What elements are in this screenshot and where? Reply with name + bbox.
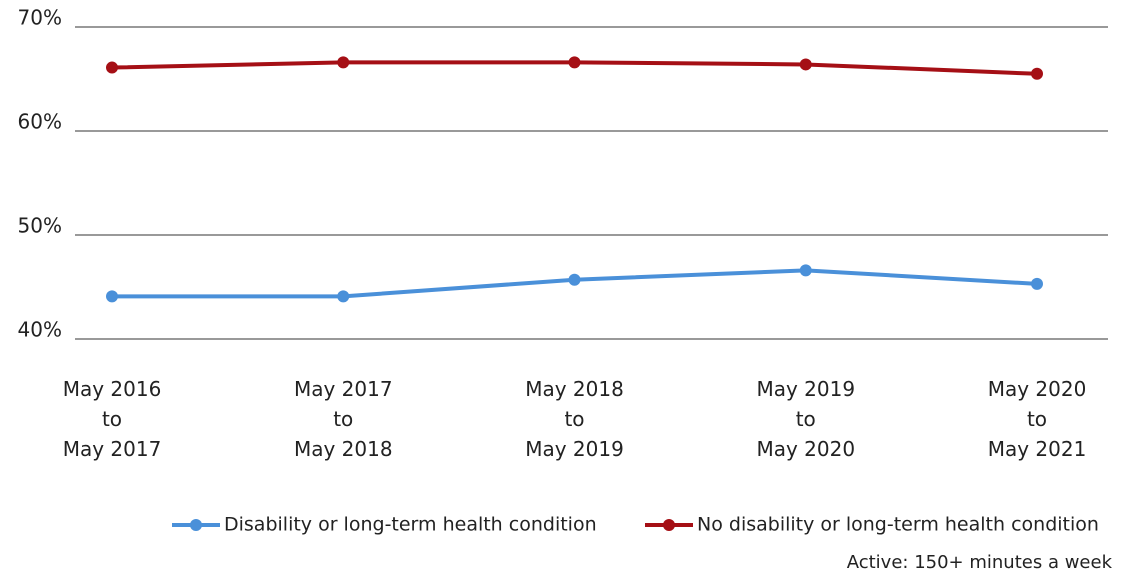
point: [799, 264, 812, 277]
caption: Active: 150+ minutes a week: [847, 552, 1113, 573]
point: [568, 56, 581, 69]
y-tick-label: 50%: [18, 214, 62, 238]
point: [799, 58, 812, 71]
point: [106, 61, 118, 74]
point: [1031, 67, 1043, 80]
x-tick-label: May 2019 to May 2020: [756, 377, 855, 461]
legend-marker: [190, 519, 202, 531]
point: [337, 290, 350, 303]
x-tick-label: May 2018 to May 2019: [525, 377, 624, 461]
x-tick-label: May 2017 to May 2018: [294, 377, 393, 461]
point: [337, 56, 350, 69]
y-tick-label: 60%: [18, 110, 62, 134]
x-tick-label: May 2020 to May 2021: [988, 377, 1087, 461]
legend-label: No disability or long-term health condit…: [697, 514, 1099, 536]
point: [1031, 277, 1043, 290]
y-tick-label: 70%: [18, 6, 62, 30]
y-tick-label: 40%: [18, 318, 62, 342]
point: [106, 290, 118, 303]
legend-marker: [663, 519, 675, 531]
legend-label: Disability or long-term health condition: [224, 514, 597, 536]
point: [568, 273, 581, 286]
x-tick-label: May 2016 to May 2017: [63, 377, 162, 461]
